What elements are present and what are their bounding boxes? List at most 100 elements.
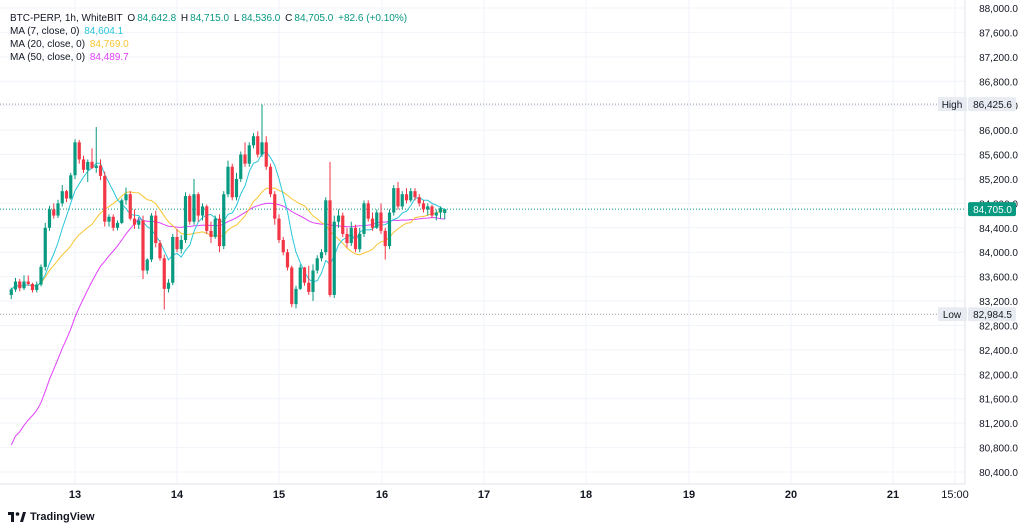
candle[interactable] <box>379 203 383 234</box>
candle[interactable] <box>234 172 239 201</box>
candle[interactable] <box>183 192 188 244</box>
candle[interactable] <box>383 227 387 260</box>
candle[interactable] <box>260 104 264 157</box>
candle[interactable] <box>175 229 179 253</box>
candle[interactable] <box>35 281 39 293</box>
candle[interactable] <box>349 221 353 247</box>
candle[interactable] <box>319 249 324 262</box>
candle[interactable] <box>396 182 400 210</box>
candle[interactable] <box>132 209 137 230</box>
candle[interactable] <box>307 265 311 295</box>
candle[interactable] <box>247 142 251 167</box>
candle[interactable] <box>387 209 392 250</box>
candle[interactable] <box>98 159 103 181</box>
candle[interactable] <box>192 178 196 225</box>
candle[interactable] <box>213 215 217 239</box>
candle[interactable] <box>251 133 256 149</box>
candle[interactable] <box>285 249 290 271</box>
candle[interactable] <box>145 258 149 275</box>
candle[interactable] <box>370 212 375 231</box>
candle[interactable] <box>179 235 183 254</box>
candle[interactable] <box>22 275 26 291</box>
candle[interactable] <box>400 191 404 210</box>
candle[interactable] <box>421 200 426 213</box>
candle[interactable] <box>324 197 328 256</box>
candle[interactable] <box>111 214 115 231</box>
candle[interactable] <box>9 287 13 300</box>
candle[interactable] <box>56 199 60 219</box>
candle[interactable] <box>222 191 226 250</box>
candle[interactable] <box>281 236 285 256</box>
candle[interactable] <box>332 215 336 298</box>
candle[interactable] <box>171 233 175 286</box>
candle[interactable] <box>353 224 358 253</box>
candle[interactable] <box>47 205 52 231</box>
candle[interactable] <box>115 220 120 231</box>
candle[interactable] <box>268 163 273 198</box>
candle[interactable] <box>81 155 86 173</box>
candle[interactable] <box>52 203 56 219</box>
candle[interactable] <box>217 214 222 253</box>
candle[interactable] <box>230 163 234 201</box>
candle[interactable] <box>443 208 447 220</box>
candle[interactable] <box>120 198 124 225</box>
candle[interactable] <box>94 127 98 173</box>
candle[interactable] <box>409 188 413 203</box>
candle[interactable] <box>264 136 268 170</box>
candle[interactable] <box>13 277 18 292</box>
tradingview-logo[interactable]: TradingView <box>8 511 95 523</box>
candle[interactable] <box>64 189 69 203</box>
candle[interactable] <box>107 214 111 227</box>
candle[interactable] <box>392 185 396 216</box>
candle[interactable] <box>18 279 22 292</box>
candle[interactable] <box>128 191 132 221</box>
candle[interactable] <box>154 210 158 248</box>
symbol-label[interactable]: BTC-PERP, 1h, WhiteBIT <box>10 13 123 24</box>
candle[interactable] <box>413 188 417 201</box>
candle[interactable] <box>73 139 77 179</box>
candle[interactable] <box>302 266 307 286</box>
candle[interactable] <box>43 222 47 271</box>
candle[interactable] <box>298 264 302 291</box>
candle[interactable] <box>166 279 171 293</box>
candle[interactable] <box>162 254 166 310</box>
candle[interactable] <box>26 275 30 286</box>
candle[interactable] <box>311 264 315 302</box>
candle[interactable] <box>256 131 260 158</box>
candle[interactable] <box>103 171 107 227</box>
candle[interactable] <box>188 194 192 225</box>
candle[interactable] <box>141 215 145 280</box>
candle[interactable] <box>90 148 94 170</box>
candle[interactable] <box>358 227 362 253</box>
candle[interactable] <box>375 209 379 230</box>
time-axis[interactable]: 13 14 15 16 17 18 19 20 21 15:00 <box>69 489 969 501</box>
candle[interactable] <box>158 240 162 261</box>
candle[interactable] <box>430 204 434 219</box>
candle[interactable] <box>30 282 35 293</box>
candle[interactable] <box>345 227 349 248</box>
candle[interactable] <box>434 209 438 221</box>
candle[interactable] <box>438 206 443 219</box>
candle[interactable] <box>426 203 430 216</box>
candle[interactable] <box>417 194 421 207</box>
candle[interactable] <box>273 191 277 225</box>
candle[interactable] <box>290 265 294 308</box>
candle[interactable] <box>149 213 154 262</box>
candle[interactable] <box>209 221 213 244</box>
price-axis[interactable]: 88,000.087,600.087,200.086,800.086,400.0… <box>979 4 1018 479</box>
candle[interactable] <box>60 185 64 207</box>
candle[interactable] <box>77 139 81 164</box>
candle[interactable] <box>239 151 243 182</box>
candles[interactable] <box>9 104 447 310</box>
candle[interactable] <box>39 264 43 287</box>
candle[interactable] <box>404 188 409 204</box>
candle[interactable] <box>341 212 345 237</box>
candle[interactable] <box>243 142 247 167</box>
candle[interactable] <box>196 192 200 222</box>
candle[interactable] <box>277 214 281 244</box>
candle[interactable] <box>362 200 366 237</box>
candle[interactable] <box>336 209 341 228</box>
candle[interactable] <box>86 159 90 182</box>
candle[interactable] <box>124 187 128 205</box>
